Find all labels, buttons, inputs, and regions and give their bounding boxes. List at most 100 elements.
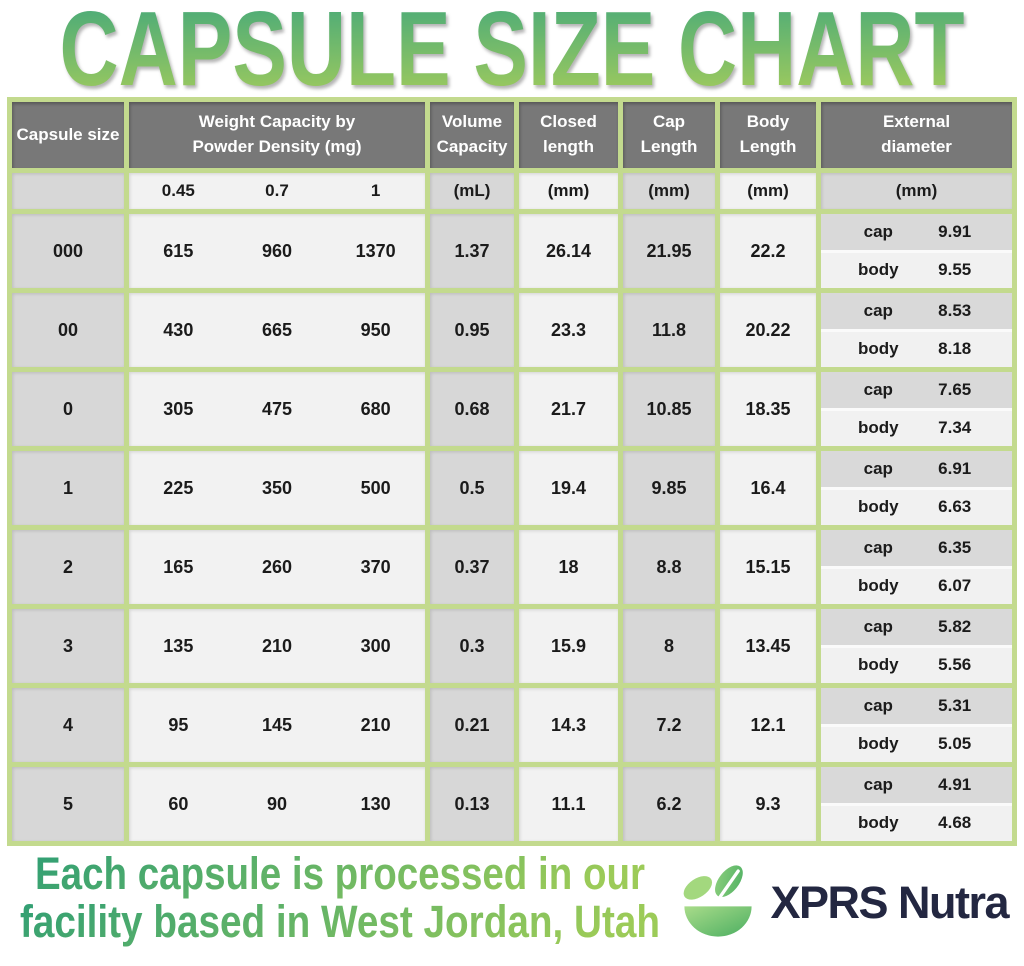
body-length-cell: 22.2 xyxy=(720,214,816,288)
volume-capacity-cell: 0.13 xyxy=(430,767,514,841)
ext-cap-label: cap xyxy=(863,616,893,636)
external-cap-row: cap 6.35 xyxy=(821,530,1012,569)
external-cap-row: cap 5.31 xyxy=(821,688,1012,727)
ext-cap-value: 5.82 xyxy=(938,616,972,636)
units-density-values: 0.45 0.7 1 xyxy=(129,173,425,209)
volume-capacity-cell: 0.95 xyxy=(430,293,514,367)
units-volume: (mL) xyxy=(430,173,514,209)
external-diameter-cell: cap 5.31 body 5.05 xyxy=(821,688,1012,762)
body-length-cell: 9.3 xyxy=(720,767,816,841)
body-length-cell: 16.4 xyxy=(720,451,816,525)
external-body-row: body 9.55 xyxy=(821,252,1012,288)
external-diameter-cell: cap 6.35 body 6.07 xyxy=(821,530,1012,604)
weight-value: 145 xyxy=(261,714,293,735)
closed-length-cell: 26.14 xyxy=(519,214,618,288)
body-length-cell: 12.1 xyxy=(720,688,816,762)
units-closed: (mm) xyxy=(519,173,618,209)
units-cap: (mm) xyxy=(623,173,715,209)
cap-length-cell: 9.85 xyxy=(623,451,715,525)
cap-length-cell: 10.85 xyxy=(623,372,715,446)
volume-capacity-cell: 0.68 xyxy=(430,372,514,446)
weight-capacity-cell: 60 90 130 xyxy=(129,767,425,841)
external-body-row: body 7.34 xyxy=(821,410,1012,446)
header-volume-capacity: Volume Capacity xyxy=(430,102,514,168)
page-footer: Each capsule is processed in our facilit… xyxy=(0,846,1024,966)
cap-length-cell: 21.95 xyxy=(623,214,715,288)
closed-length-cell: 23.3 xyxy=(519,293,618,367)
ext-cap-value: 5.31 xyxy=(938,695,972,715)
ext-body-value: 5.56 xyxy=(938,655,972,675)
external-diameter-cell: cap 8.53 body 8.18 xyxy=(821,293,1012,367)
closed-length-cell: 11.1 xyxy=(519,767,618,841)
external-diameter-cell: cap 9.91 body 9.55 xyxy=(821,214,1012,288)
header-cap-length: Cap Length xyxy=(623,102,715,168)
header-external-diameter: External diameter xyxy=(821,102,1012,168)
ext-body-label: body xyxy=(857,418,899,438)
weight-value: 370 xyxy=(360,556,391,577)
cap-length-cell: 6.2 xyxy=(623,767,715,841)
header-weight-capacity: Weight Capacity by Powder Density (mg) xyxy=(129,102,425,168)
units-body: (mm) xyxy=(720,173,816,209)
volume-capacity-cell: 0.3 xyxy=(430,609,514,683)
weight-value: 210 xyxy=(360,714,391,735)
weight-value: 615 xyxy=(163,240,194,261)
ext-cap-label: cap xyxy=(863,537,893,557)
header-label: Weight Capacity by Powder Density (mg) xyxy=(192,112,362,156)
weight-capacity-cell: 165 260 370 xyxy=(129,530,425,604)
ext-cap-value: 8.53 xyxy=(938,300,972,320)
external-body-row: body 4.68 xyxy=(821,805,1012,841)
body-length-cell: 15.15 xyxy=(720,530,816,604)
volume-capacity-cell: 1.37 xyxy=(430,214,514,288)
weight-capacity-cell: 135 210 300 xyxy=(129,609,425,683)
cap-length-cell: 7.2 xyxy=(623,688,715,762)
slogan-graphic: Each capsule is processed in our facilit… xyxy=(20,848,660,947)
ext-body-label: body xyxy=(857,813,899,833)
header-label: External diameter xyxy=(881,112,952,156)
capsule-size-cell: 00 xyxy=(12,293,124,367)
weight-value: 300 xyxy=(360,635,391,656)
slogan-line-1: Each capsule is processed in our xyxy=(35,849,645,899)
ext-cap-value: 7.65 xyxy=(938,379,972,399)
external-cap-row: cap 9.91 xyxy=(821,214,1012,253)
header-label: Body Length xyxy=(739,112,797,156)
cap-length-cell: 11.8 xyxy=(623,293,715,367)
external-body-row: body 5.56 xyxy=(821,647,1012,683)
weight-value: 960 xyxy=(261,240,293,261)
ext-body-value: 7.34 xyxy=(938,418,972,438)
header-capsule-size: Capsule size xyxy=(12,102,124,168)
density-value: 0.45 xyxy=(161,181,195,200)
weight-value: 210 xyxy=(261,635,293,656)
body-length-cell: 18.35 xyxy=(720,372,816,446)
external-body-row: body 5.05 xyxy=(821,726,1012,762)
external-diameter-cell: cap 6.91 body 6.63 xyxy=(821,451,1012,525)
mortar-leaves-icon xyxy=(684,865,753,937)
capsule-size-cell: 4 xyxy=(12,688,124,762)
weight-value: 1370 xyxy=(355,240,396,261)
external-diameter-cell: cap 5.82 body 5.56 xyxy=(821,609,1012,683)
header-label: Cap Length xyxy=(640,112,698,156)
external-cap-row: cap 7.65 xyxy=(821,372,1012,411)
ext-body-label: body xyxy=(857,260,899,280)
capsule-size-cell: 0 xyxy=(12,372,124,446)
ext-cap-label: cap xyxy=(863,300,893,320)
external-cap-row: cap 5.82 xyxy=(821,609,1012,648)
brand-name: XPRS Nutra xyxy=(770,877,1009,928)
density-value: 0.7 xyxy=(265,181,289,200)
weight-value: 665 xyxy=(261,319,293,340)
ext-cap-label: cap xyxy=(863,695,893,715)
volume-capacity-cell: 0.21 xyxy=(430,688,514,762)
header-label: Capsule size xyxy=(16,124,120,144)
units-external: (mm) xyxy=(821,173,1012,209)
units-capsule-size xyxy=(12,173,124,209)
ext-body-label: body xyxy=(857,339,899,359)
ext-body-value: 6.63 xyxy=(938,497,972,517)
ext-cap-label: cap xyxy=(863,221,893,241)
weight-value: 430 xyxy=(163,319,194,340)
closed-length-cell: 15.9 xyxy=(519,609,618,683)
ext-body-value: 6.07 xyxy=(938,576,972,596)
external-cap-row: cap 6.91 xyxy=(821,451,1012,490)
weight-value: 135 xyxy=(163,635,194,656)
weight-value: 350 xyxy=(261,477,293,498)
volume-capacity-cell: 0.37 xyxy=(430,530,514,604)
density-value: 1 xyxy=(370,181,381,200)
